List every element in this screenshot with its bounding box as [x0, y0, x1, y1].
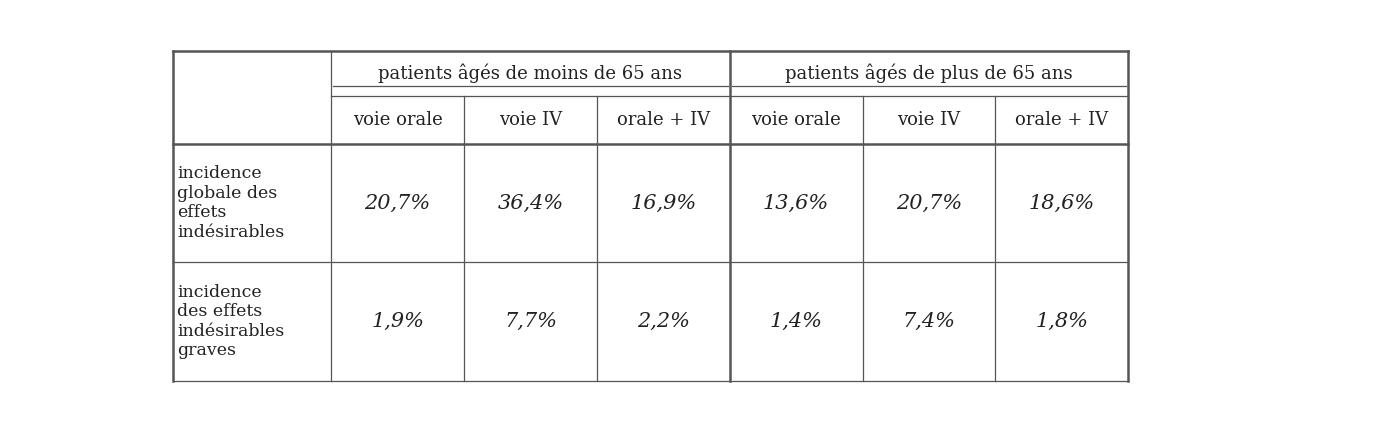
Text: patients âgés de moins de 65 ans: patients âgés de moins de 65 ans [379, 64, 683, 83]
Text: voie orale: voie orale [352, 111, 442, 129]
Text: orale + IV: orale + IV [1016, 111, 1108, 129]
Text: patients âgés de plus de 65 ans: patients âgés de plus de 65 ans [785, 64, 1072, 83]
Text: 36,4%: 36,4% [498, 193, 564, 212]
Text: 1,8%: 1,8% [1035, 312, 1088, 331]
Text: voie IV: voie IV [499, 111, 562, 129]
Text: orale + IV: orale + IV [616, 111, 710, 129]
Text: 20,7%: 20,7% [896, 193, 962, 212]
Text: 2,2%: 2,2% [637, 312, 690, 331]
Text: voie IV: voie IV [897, 111, 960, 129]
Text: 1,9%: 1,9% [372, 312, 424, 331]
Text: 13,6%: 13,6% [763, 193, 829, 212]
Text: 1,4%: 1,4% [770, 312, 822, 331]
Text: incidence
globale des
effets
indésirables: incidence globale des effets indésirable… [177, 165, 285, 241]
Text: 7,7%: 7,7% [504, 312, 557, 331]
Text: 16,9%: 16,9% [630, 193, 697, 212]
Text: voie orale: voie orale [752, 111, 842, 129]
Text: 18,6%: 18,6% [1028, 193, 1095, 212]
Text: 7,4%: 7,4% [902, 312, 955, 331]
Text: 20,7%: 20,7% [365, 193, 431, 212]
Text: incidence
des effets
indésirables
graves: incidence des effets indésirables graves [177, 284, 285, 360]
